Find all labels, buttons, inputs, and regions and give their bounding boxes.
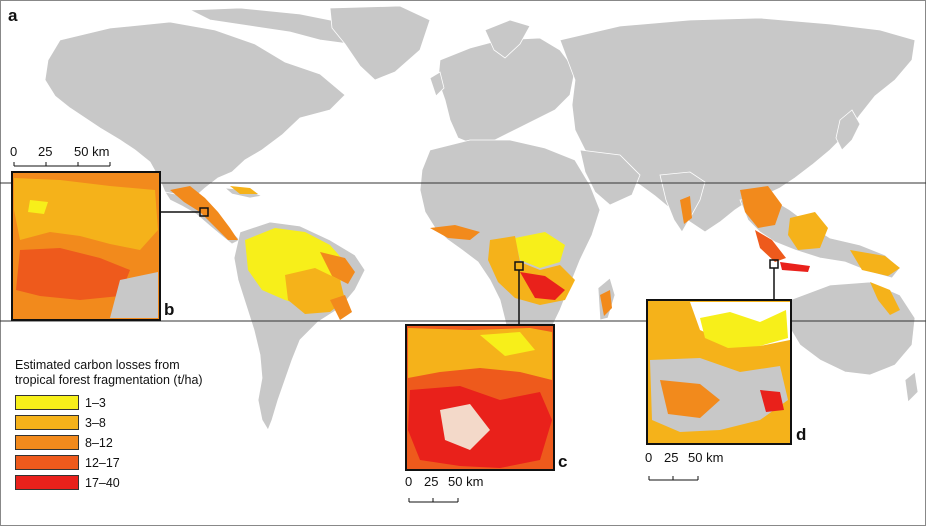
new-zealand (904, 371, 919, 403)
legend-title-line1: Estimated carbon losses from (15, 358, 180, 372)
scale-d-25: 25 (664, 450, 679, 465)
loss-indochina (740, 186, 782, 228)
scale-c-50km: 50 km (448, 474, 484, 489)
greenland (329, 5, 431, 81)
loss-amazon-orange (285, 268, 345, 314)
legend-item-3-8: 3–8 (15, 414, 106, 431)
scandinavia (484, 19, 531, 59)
legend-label-3-8: 3–8 (85, 415, 106, 430)
loss-madagascar (600, 290, 612, 316)
legend-swatch-3-8 (15, 415, 79, 430)
loss-india-ghats (680, 196, 692, 224)
arabia (579, 149, 641, 206)
legend-label-1-3: 1–3 (85, 395, 106, 410)
panel-label-b: b (164, 300, 175, 319)
scale-c-0: 0 (405, 474, 413, 489)
loss-sumatra (755, 230, 786, 262)
legend-swatch-12-17 (15, 455, 79, 470)
inset-b (11, 171, 209, 321)
loss-caribbean (230, 186, 258, 194)
legend-title-line2: tropical forest fragmentation (t/ha) (15, 373, 203, 387)
loss-west-africa (430, 225, 480, 240)
loss-congo-red (520, 272, 565, 300)
scale-d-0: 0 (645, 450, 653, 465)
inset-d (646, 259, 792, 445)
loss-central-america (170, 186, 238, 240)
legend-swatch-8-12 (15, 435, 79, 450)
legend-item-8-12: 8–12 (15, 434, 113, 451)
scale-c-25: 25 (424, 474, 439, 489)
japan (835, 109, 861, 151)
scale-b-0: 0 (10, 144, 18, 159)
legend-label-12-17: 12–17 (85, 455, 120, 470)
loss-java (780, 262, 810, 272)
legend-item-1-3: 1–3 (15, 394, 106, 411)
legend-label-8-12: 8–12 (85, 435, 113, 450)
scale-b-25: 25 (38, 144, 53, 159)
panel-label-d: d (796, 425, 807, 444)
inset-c (405, 261, 555, 471)
legend-item-12-17: 12–17 (15, 454, 120, 471)
legend-item-17-40: 17–40 (15, 474, 120, 491)
scale-d-50km: 50 km (688, 450, 724, 465)
loss-amazon-east (320, 252, 355, 284)
scale-bars (13, 162, 699, 503)
loss-new-guinea (850, 250, 900, 276)
loss-congo-yellow (515, 232, 565, 268)
legend-swatch-17-40 (15, 475, 79, 490)
loss-borneo (788, 212, 828, 250)
legend-swatch-1-3 (15, 395, 79, 410)
loss-australia-north (870, 282, 900, 315)
panel-label-a: a (8, 6, 18, 25)
europe (437, 37, 576, 146)
carbon-loss-overlay (170, 186, 900, 320)
panel-label-c: c (558, 452, 568, 471)
scale-b-50km: 50 km (74, 144, 110, 159)
loss-atlantic-forest (330, 295, 352, 320)
legend-label-17-40: 17–40 (85, 475, 120, 490)
uk (429, 71, 445, 97)
